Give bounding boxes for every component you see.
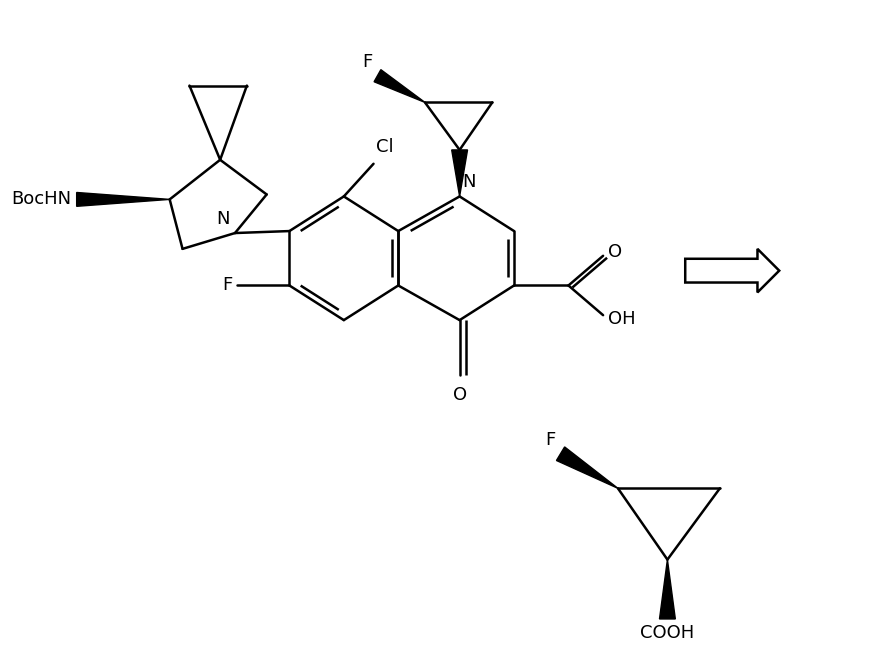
Polygon shape: [556, 447, 618, 489]
Polygon shape: [659, 560, 676, 619]
Polygon shape: [77, 192, 169, 206]
Polygon shape: [685, 249, 780, 292]
Polygon shape: [452, 150, 468, 196]
Text: F: F: [546, 431, 556, 449]
Text: Cl: Cl: [375, 138, 393, 156]
Text: N: N: [217, 210, 230, 228]
Text: COOH: COOH: [641, 624, 694, 642]
Text: F: F: [222, 276, 232, 294]
Text: O: O: [452, 387, 467, 404]
Text: BocHN: BocHN: [12, 190, 72, 208]
Text: O: O: [608, 243, 622, 261]
Text: OH: OH: [608, 310, 635, 328]
Polygon shape: [375, 70, 425, 102]
Text: N: N: [462, 174, 476, 192]
Text: F: F: [362, 53, 373, 71]
